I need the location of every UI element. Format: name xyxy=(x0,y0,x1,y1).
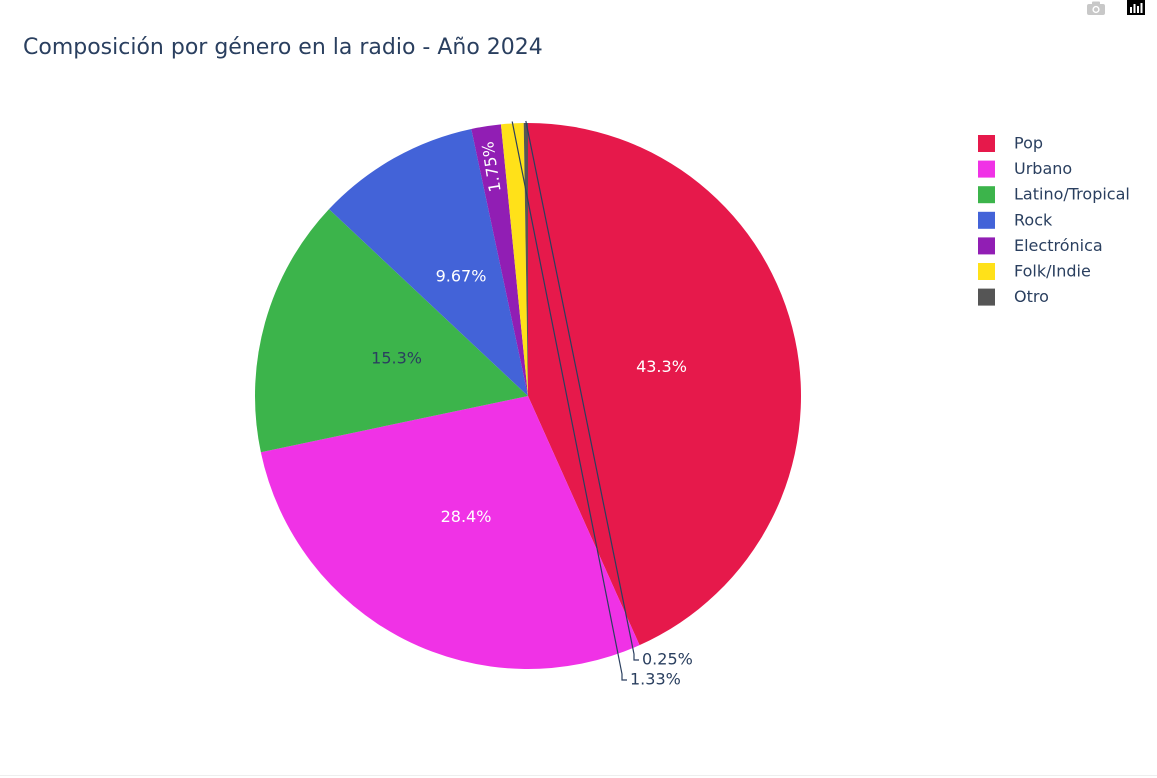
leader-line-folk-indie xyxy=(511,121,627,681)
legend-item-latino-tropical[interactable]: Latino/Tropical xyxy=(978,185,1130,204)
legend-label: Otro xyxy=(1014,287,1049,306)
legend-label: Rock xyxy=(1014,210,1053,229)
pie-slice-rock[interactable] xyxy=(328,128,528,396)
pie-slice-folk-indie[interactable] xyxy=(500,123,528,396)
chart-toolbar xyxy=(1085,0,1147,16)
leader-line-otro xyxy=(525,120,639,661)
legend-swatch xyxy=(978,263,995,280)
legend-label: Electrónica xyxy=(1014,236,1103,255)
legend-swatch xyxy=(978,186,995,204)
slice-label-latino-tropical: 15.3% xyxy=(371,349,422,368)
pie-slices xyxy=(255,123,801,669)
legend-label: Pop xyxy=(1014,134,1043,153)
legend-item-urbano[interactable]: Urbano xyxy=(978,159,1072,178)
legend-swatch xyxy=(978,288,995,306)
legend-item-rock[interactable]: Rock xyxy=(978,210,1053,229)
legend-item-otro[interactable]: Otro xyxy=(978,287,1049,306)
legend-swatch xyxy=(978,160,995,178)
slice-label-otro: 0.25% xyxy=(642,650,693,669)
plotly-logo-icon[interactable] xyxy=(1125,0,1147,16)
legend-label: Latino/Tropical xyxy=(1014,185,1130,204)
legend-item-folk-indie[interactable]: Folk/Indie xyxy=(978,262,1091,281)
pie-slice-otro[interactable] xyxy=(523,123,528,396)
slice-label-pop: 43.3% xyxy=(636,357,687,376)
legend-item-pop[interactable]: Pop xyxy=(978,134,1043,153)
camera-icon[interactable] xyxy=(1085,0,1107,16)
pie-labels: 43.3%28.4%15.3%9.67%1.75%0.25%1.33% xyxy=(371,120,693,689)
slice-label-rock: 9.67% xyxy=(436,267,487,286)
pie-slice-latino-tropical[interactable] xyxy=(255,209,528,453)
legend-swatch xyxy=(978,237,995,255)
legend-swatch xyxy=(978,211,995,229)
slice-label-folk-indie: 1.33% xyxy=(630,670,681,689)
divider xyxy=(0,775,1157,776)
pie-slice-pop[interactable] xyxy=(528,123,801,646)
pie-slice-urbano[interactable] xyxy=(260,396,640,669)
legend-item-electronica[interactable]: Electrónica xyxy=(978,236,1103,255)
legend-label: Folk/Indie xyxy=(1014,262,1091,281)
slice-label-urbano: 28.4% xyxy=(441,507,492,526)
pie-slice-electronica[interactable] xyxy=(471,124,528,397)
legend-label: Urbano xyxy=(1014,159,1072,178)
legend-swatch xyxy=(978,135,995,152)
chart-title: Composición por género en la radio - Año… xyxy=(23,35,543,60)
legend: Pop Urbano Latino/Tropical Rock Electrónica F… xyxy=(978,134,1130,306)
